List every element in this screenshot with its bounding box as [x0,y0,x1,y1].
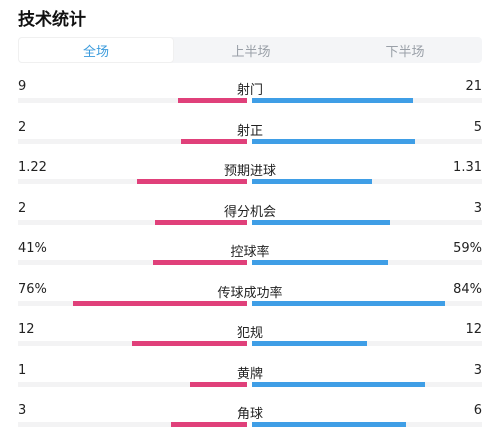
tab-second-half[interactable]: 下半场 [385,44,425,60]
away-value: 3 [473,200,482,216]
away-value: 3 [473,362,482,378]
home-bar-track [18,219,247,225]
away-bar [252,260,388,265]
stat-label: 角球 [236,407,263,422]
stat-row-yellow-cards: 1 黄牌 3 [0,363,500,403]
away-bar [252,219,390,225]
stat-label: 传球成功率 [217,285,283,301]
tab-first-half[interactable]: 上半场 [231,44,271,60]
home-bar [73,300,247,306]
home-bar [171,422,247,427]
home-value: 41% [18,241,47,256]
away-value: 84% [453,281,482,297]
home-bar-track [18,138,247,144]
home-bar [155,219,247,225]
stat-row-shots-on-target: 2 射正 5 [0,120,500,160]
away-bar [252,138,415,144]
home-bar [153,260,247,265]
away-bar [252,179,372,184]
home-bar-track [18,260,247,265]
away-bar [252,422,406,427]
stat-row-corners: 3 角球 6 [0,403,500,443]
page-title: 技术统计 [18,10,86,30]
away-value: 21 [465,79,482,94]
away-bar [252,98,413,103]
away-bar-track [252,341,482,346]
home-bar [178,98,247,103]
period-tabs: 全场 上半场 下半场 [18,37,482,63]
away-value: 12 [465,322,482,337]
home-bar-track [18,381,247,387]
tab-full-match[interactable]: 全场 [18,37,174,63]
stat-label: 射门 [236,83,263,98]
home-value: 3 [18,403,27,418]
home-bar-track [18,179,247,184]
home-value: 76% [18,281,47,297]
home-bar [190,381,247,387]
home-value: 2 [18,200,27,216]
stat-row-shots: 9 射门 21 [0,79,500,119]
stat-label: 射正 [236,123,263,139]
away-bar [252,341,367,346]
home-bar-track [18,422,247,427]
away-value: 1.31 [453,160,482,175]
home-value: 12 [18,322,35,337]
stat-label: 犯规 [236,326,263,341]
away-value: 5 [473,119,482,135]
away-bar [252,381,425,387]
home-bar [137,179,247,184]
stat-label: 预期进球 [223,164,276,179]
stat-row-chances: 2 得分机会 3 [0,201,500,241]
home-bar [132,341,247,346]
home-bar-track [18,98,247,103]
stat-row-fouls: 12 犯规 12 [0,322,500,362]
stat-label: 控球率 [230,245,270,260]
stat-label: 黄牌 [236,366,263,382]
home-value: 1 [18,362,27,378]
stat-row-xg: 1.22 预期进球 1.31 [0,160,500,200]
home-bar [181,138,247,144]
away-value: 59% [453,241,482,256]
home-value: 1.22 [18,160,47,175]
stat-row-pass-accuracy: 76% 传球成功率 84% [0,282,500,322]
home-value: 2 [18,119,27,135]
stat-row-possession: 41% 控球率 59% [0,241,500,281]
stat-label: 得分机会 [223,204,276,220]
home-value: 9 [18,79,27,94]
away-value: 6 [473,403,482,418]
away-bar [252,300,445,306]
